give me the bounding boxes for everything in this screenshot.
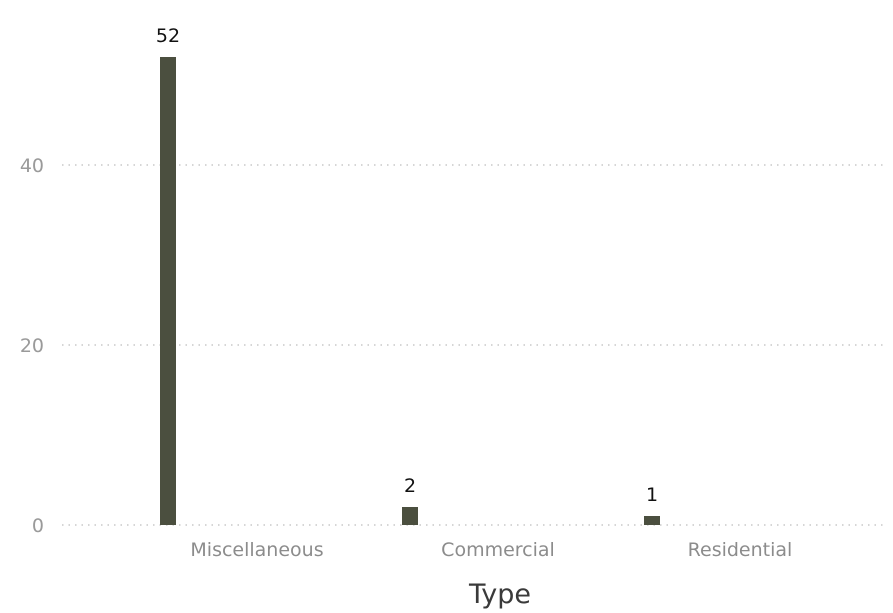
y-tick-label-40: 40 — [20, 155, 44, 177]
data-labels: 52 2 1 — [156, 25, 658, 506]
y-axis-tick-labels: 0 20 40 — [20, 155, 44, 537]
x-category-label-residential: Residential — [688, 539, 793, 561]
x-axis-title: Type — [468, 579, 531, 610]
x-axis-category-labels: Miscellaneous Commercial Residential — [190, 539, 792, 561]
data-label-commercial: 2 — [404, 475, 416, 497]
x-category-label-miscellaneous: Miscellaneous — [190, 539, 323, 561]
bar-miscellaneous — [160, 57, 176, 525]
y-tick-label-0: 0 — [32, 515, 44, 537]
bar-commercial — [402, 507, 418, 525]
gridlines — [62, 164, 885, 526]
y-tick-label-20: 20 — [20, 335, 44, 357]
bars — [160, 57, 660, 525]
bar-residential — [644, 516, 660, 525]
x-category-label-commercial: Commercial — [441, 539, 555, 561]
data-label-miscellaneous: 52 — [156, 25, 180, 47]
data-label-residential: 1 — [646, 484, 658, 506]
